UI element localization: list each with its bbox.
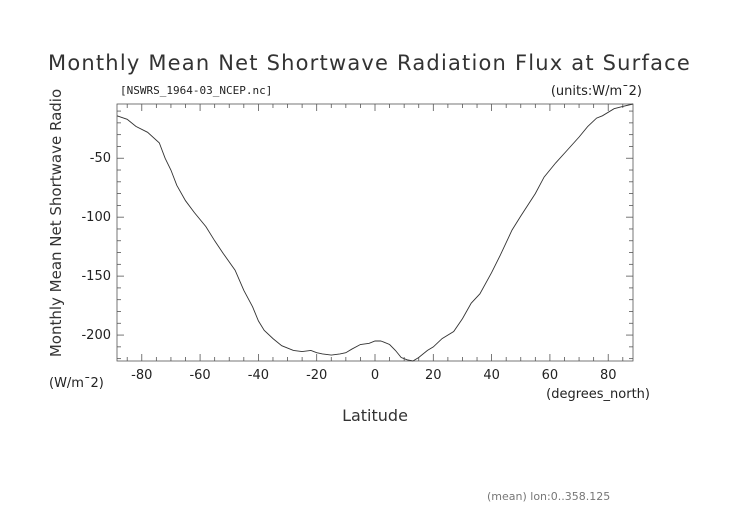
x-tick-label: -60 xyxy=(189,368,210,383)
y-tick-label: -100 xyxy=(81,210,111,225)
x-ticks: -80 -60 -40 -20 0 20 40 60 80 xyxy=(126,104,624,383)
plot-area: -80 -60 -40 -20 0 20 40 60 80 -50-100-150-200 xyxy=(81,103,634,383)
x-tick-label: -80 xyxy=(131,368,152,383)
x-tick-label: -20 xyxy=(306,368,327,383)
units-label: (units:W/m¯2) xyxy=(551,84,642,99)
plot-frame xyxy=(116,103,634,362)
y-tick-label: -200 xyxy=(81,328,111,343)
x-axis-label: Latitude xyxy=(342,406,408,425)
file-label: [NSWRS_1964-03_NCEP.nc] xyxy=(120,84,272,97)
y-ticks: -50 -100 -150 -200 xyxy=(81,110,633,360)
y-axis-label: Monthly Mean Net Shortwave Radio xyxy=(47,89,65,357)
y-tick-label: -150 xyxy=(81,269,111,284)
x-tick-label: 80 xyxy=(600,368,617,383)
chart-title: Monthly Mean Net Shortwave Radiation Flu… xyxy=(48,51,691,75)
x-units-label: (degrees_north) xyxy=(546,387,650,402)
y-tick-label: -50 xyxy=(90,151,111,166)
x-tick-label: 20 xyxy=(425,368,442,383)
x-tick-label: 40 xyxy=(483,368,500,383)
y-units-label: (W/m¯2) xyxy=(49,376,104,391)
series-line xyxy=(116,103,634,362)
x-tick-label: -40 xyxy=(248,368,269,383)
x-tick-label: 0 xyxy=(371,368,379,383)
x-tick-label: 60 xyxy=(542,368,559,383)
footer-note: (mean) lon:0..358.125 xyxy=(487,490,610,503)
